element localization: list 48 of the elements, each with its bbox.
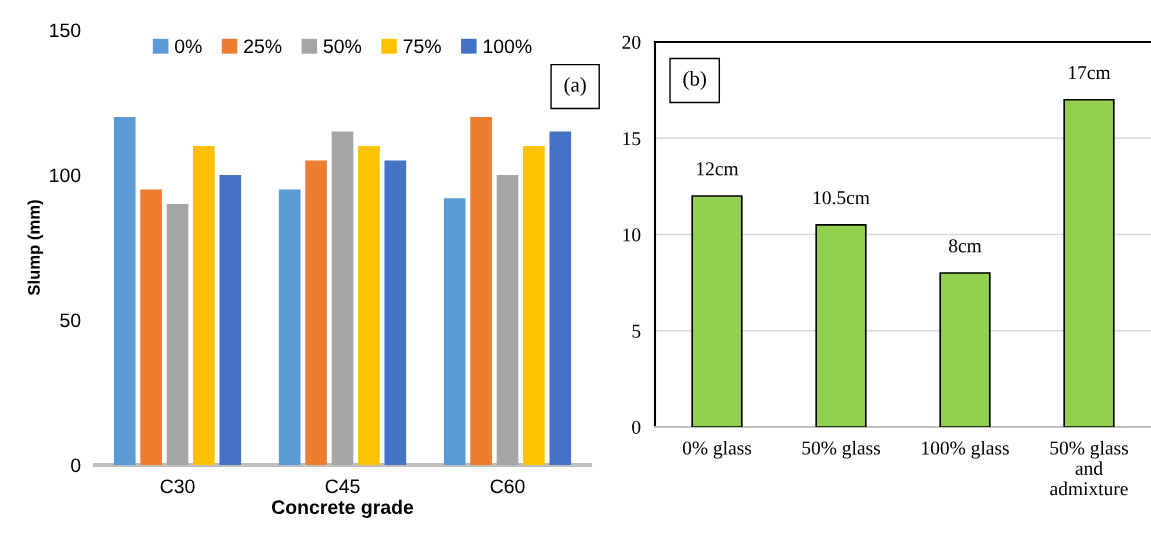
y-tick-label: 5 bbox=[632, 324, 641, 338]
bar bbox=[496, 175, 519, 465]
y-tick-label: 10 bbox=[623, 228, 641, 242]
bar bbox=[939, 272, 991, 427]
y-tick-label: 50 bbox=[60, 313, 81, 328]
data-label: 17cm bbox=[1069, 66, 1111, 80]
bar bbox=[278, 189, 301, 465]
x-tick-label: 50% glass and admixture bbox=[1050, 440, 1128, 496]
bar bbox=[193, 146, 215, 465]
bar bbox=[470, 117, 492, 465]
bar bbox=[166, 204, 189, 465]
y-tick-label: 150 bbox=[50, 23, 81, 38]
bar bbox=[219, 175, 242, 465]
bar bbox=[1063, 98, 1115, 427]
y-tick-label: 0 bbox=[632, 420, 641, 434]
legend-label: 0% bbox=[175, 39, 202, 54]
x-axis-title: Concrete grade bbox=[271, 499, 414, 518]
y-axis-title: Slump (mm) bbox=[27, 200, 44, 296]
data-label: 12cm bbox=[697, 162, 739, 176]
bar bbox=[358, 146, 380, 465]
legend-label: 75% bbox=[403, 39, 441, 54]
x-tick-label: C45 bbox=[325, 479, 360, 494]
x-tick-label: 50% glass bbox=[802, 440, 880, 459]
bar bbox=[384, 160, 407, 465]
bar bbox=[815, 224, 867, 427]
y-tick-label: 15 bbox=[623, 132, 641, 146]
annotation: (a) bbox=[564, 77, 586, 96]
x-tick-label: 0% glass bbox=[682, 440, 752, 459]
data-label: 8cm bbox=[949, 239, 982, 253]
bar bbox=[331, 131, 354, 465]
bar bbox=[443, 198, 466, 465]
y-tick-label: 100 bbox=[50, 168, 81, 183]
data-label: 10.5cm bbox=[813, 191, 870, 205]
legend-label: 100% bbox=[483, 39, 532, 54]
y-tick-label: 0 bbox=[71, 458, 81, 473]
bar bbox=[305, 160, 327, 465]
legend-label: 50% bbox=[323, 39, 362, 54]
x-tick-label: C60 bbox=[490, 479, 525, 494]
bar bbox=[691, 195, 743, 427]
x-tick-label: 100% glass bbox=[922, 440, 1009, 459]
bar bbox=[523, 146, 545, 465]
annotation: (b) bbox=[683, 71, 706, 90]
x-tick-label: C30 bbox=[160, 479, 195, 494]
bar bbox=[140, 189, 162, 465]
bar bbox=[113, 117, 136, 465]
legend-label: 25% bbox=[244, 39, 282, 54]
y-tick-label: 20 bbox=[622, 35, 641, 49]
bar bbox=[549, 131, 572, 465]
